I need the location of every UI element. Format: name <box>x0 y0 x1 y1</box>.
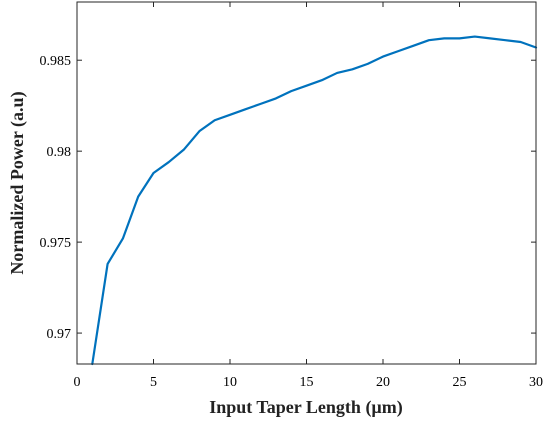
y-tick-label: 0.98 <box>47 145 72 160</box>
x-tick-label: 25 <box>453 375 467 390</box>
series-line-1 <box>91 35 538 366</box>
x-axis-label: Input Taper Length (µm) <box>209 397 403 418</box>
y-tick-label: 0.985 <box>40 54 72 69</box>
x-tick-label: 0 <box>74 375 81 390</box>
plot-area <box>77 2 536 364</box>
x-tick-label: 20 <box>376 375 390 390</box>
x-tick-label: 5 <box>150 375 157 390</box>
x-tick-label: 15 <box>300 375 314 390</box>
y-tick-label: 0.97 <box>47 327 72 342</box>
y-axis-label: Normalized Power (a.u) <box>7 91 28 274</box>
y-tick-label: 0.975 <box>40 236 72 251</box>
x-tick-label: 10 <box>223 375 237 390</box>
x-tick-label: 30 <box>529 375 543 390</box>
